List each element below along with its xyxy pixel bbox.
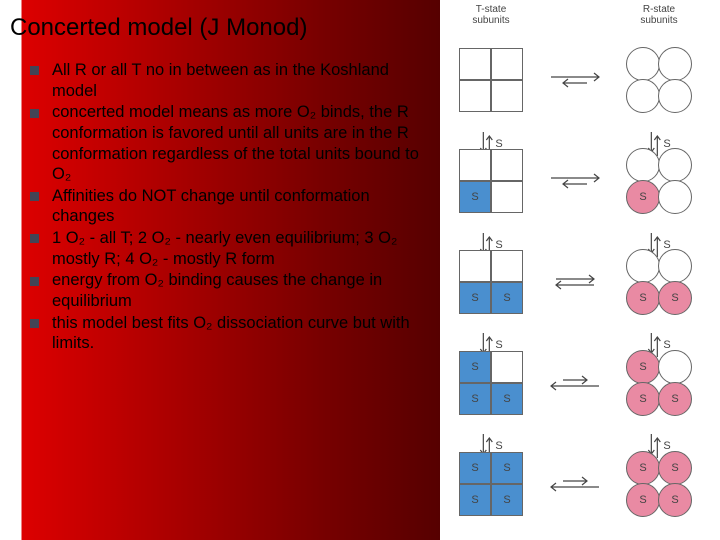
r-subunit: S xyxy=(626,483,660,517)
r-state-header: R-statesubunits xyxy=(614,4,704,26)
r-subunit: S xyxy=(626,382,660,416)
t-subunit xyxy=(491,149,523,181)
r-state-tetramer: S xyxy=(627,149,691,213)
horizontal-equilibrium-arrow xyxy=(536,332,614,433)
bullet-item: concerted model means as more O₂ binds, … xyxy=(30,102,422,185)
diagram-column: T-statesubunits R-statesubunits S SS S S… xyxy=(440,0,720,540)
r-subunit: S xyxy=(626,350,660,384)
r-subunit: S xyxy=(658,382,692,416)
text-column: Concerted model (J Monod) All R or all T… xyxy=(0,0,440,540)
r-state-tetramer: SSSS xyxy=(627,452,691,516)
r-subunit: S xyxy=(626,451,660,485)
t-subunit xyxy=(491,80,523,112)
r-cell: S S xyxy=(614,131,704,232)
r-cell: S xyxy=(614,30,704,131)
slide-title: Concerted model (J Monod) xyxy=(10,14,422,42)
t-state-header: T-statesubunits xyxy=(446,4,536,26)
r-subunit xyxy=(658,249,692,283)
r-state-tetramer: SSS xyxy=(627,351,691,415)
r-subunit xyxy=(658,47,692,81)
t-state-tetramer: SSSS xyxy=(459,452,523,516)
t-subunit: S xyxy=(459,282,491,314)
t-cell: S xyxy=(446,30,536,131)
t-state-tetramer: SS xyxy=(459,250,523,314)
r-subunit xyxy=(626,249,660,283)
bullet-item: Affinities do NOT change until conformat… xyxy=(30,186,422,227)
t-cell: SS S xyxy=(446,232,536,333)
bullet-item: All R or all T no in between as in the K… xyxy=(30,60,422,101)
t-subunit: S xyxy=(491,452,523,484)
bullet-item: 1 O₂ - all T; 2 O₂ - nearly even equilib… xyxy=(30,228,422,269)
t-subunit: S xyxy=(459,351,491,383)
t-subunit xyxy=(491,181,523,213)
r-subunit xyxy=(658,350,692,384)
bullet-item: this model best fits O₂ dissociation cur… xyxy=(30,313,422,354)
r-subunit xyxy=(626,47,660,81)
t-subunit: S xyxy=(491,282,523,314)
t-cell: S S xyxy=(446,131,536,232)
t-cell: SSS S xyxy=(446,332,536,433)
t-state-tetramer xyxy=(459,48,523,112)
t-subunit xyxy=(459,250,491,282)
states-grid: S SS S S SSS S SS SSSS xyxy=(446,30,714,534)
t-cell: SSSS xyxy=(446,433,536,534)
r-subunit: S xyxy=(658,483,692,517)
t-subunit xyxy=(459,149,491,181)
r-subunit xyxy=(658,180,692,214)
t-subunit: S xyxy=(459,383,491,415)
r-subunit: S xyxy=(658,451,692,485)
r-cell: SSS S xyxy=(614,332,704,433)
t-subunit: S xyxy=(459,181,491,213)
t-subunit: S xyxy=(491,484,523,516)
r-state-tetramer xyxy=(627,48,691,112)
bullet-list: All R or all T no in between as in the K… xyxy=(10,60,422,354)
t-state-tetramer: S xyxy=(459,149,523,213)
t-subunit: S xyxy=(459,452,491,484)
t-subunit xyxy=(491,351,523,383)
t-subunit xyxy=(491,48,523,80)
r-subunit xyxy=(658,148,692,182)
t-subunit xyxy=(459,48,491,80)
t-subunit: S xyxy=(491,383,523,415)
horizontal-equilibrium-arrow xyxy=(536,30,614,131)
r-subunit: S xyxy=(626,180,660,214)
horizontal-equilibrium-arrow xyxy=(536,433,614,534)
bullet-item: energy from O₂ binding causes the change… xyxy=(30,270,422,311)
r-cell: SSSS xyxy=(614,433,704,534)
t-state-tetramer: SSS xyxy=(459,351,523,415)
r-subunit: S xyxy=(626,281,660,315)
r-state-tetramer: SS xyxy=(627,250,691,314)
r-subunit: S xyxy=(658,281,692,315)
r-subunit xyxy=(626,148,660,182)
t-subunit xyxy=(459,80,491,112)
r-cell: SS S xyxy=(614,232,704,333)
t-subunit xyxy=(491,250,523,282)
horizontal-equilibrium-arrow xyxy=(536,131,614,232)
r-subunit xyxy=(626,79,660,113)
diagram-headers: T-statesubunits R-statesubunits xyxy=(446,4,714,26)
t-subunit: S xyxy=(459,484,491,516)
r-subunit xyxy=(658,79,692,113)
horizontal-equilibrium-arrow xyxy=(536,232,614,333)
